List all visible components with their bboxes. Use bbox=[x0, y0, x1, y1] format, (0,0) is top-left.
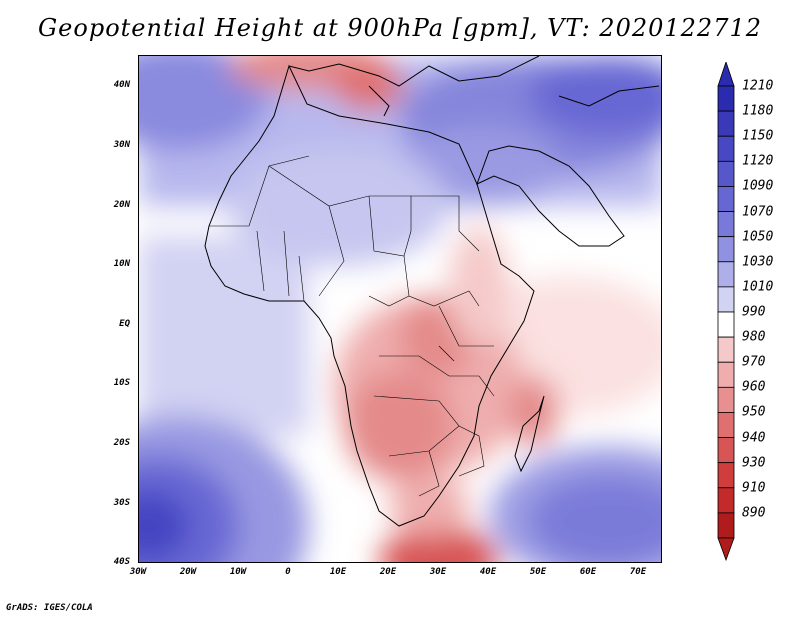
colorbar-label: 1050 bbox=[742, 229, 774, 245]
colorbar-label: 1090 bbox=[742, 178, 774, 194]
lon-label: 70E bbox=[629, 567, 647, 577]
lon-label: 20W bbox=[179, 567, 197, 577]
height-field bbox=[139, 56, 661, 562]
colorbar-label: 1120 bbox=[742, 153, 774, 169]
colorbar-swatch bbox=[717, 311, 735, 338]
chart-title: Geopotential Height at 900hPa [gpm], VT:… bbox=[38, 14, 762, 42]
map-svg bbox=[139, 56, 661, 562]
colorbar-swatch bbox=[717, 286, 735, 313]
lon-label: 0 bbox=[285, 567, 291, 577]
colorbar-swatch bbox=[717, 236, 735, 263]
colorbar-label: 1210 bbox=[742, 78, 774, 94]
colorbar-label: 990 bbox=[742, 304, 766, 320]
colorbar-swatch bbox=[717, 336, 735, 363]
colorbar-swatch bbox=[717, 160, 735, 187]
lon-label: 30E bbox=[429, 567, 447, 577]
lon-label: 30W bbox=[129, 567, 147, 577]
colorbar-label: 970 bbox=[742, 354, 766, 370]
colorbar-swatch bbox=[717, 462, 735, 489]
lat-label: 40N bbox=[113, 80, 130, 90]
colorbar-label: 1030 bbox=[742, 254, 774, 270]
lon-label: 20E bbox=[379, 567, 397, 577]
lat-label: EQ bbox=[119, 319, 130, 329]
lat-label: 30N bbox=[113, 140, 130, 150]
colorbar-label: 910 bbox=[742, 480, 766, 496]
lon-label: 50E bbox=[529, 567, 547, 577]
lon-label: 60E bbox=[579, 567, 597, 577]
colorbar-label: 1180 bbox=[742, 103, 774, 119]
colorbar-label: 950 bbox=[742, 404, 766, 420]
colorbar-label: 960 bbox=[742, 379, 766, 395]
lat-label: 10S bbox=[113, 378, 130, 388]
colorbar-swatch bbox=[717, 135, 735, 162]
colorbar-label: 930 bbox=[742, 455, 766, 471]
colorbar-swatch bbox=[717, 437, 735, 464]
colorbar-top-arrow bbox=[717, 62, 735, 87]
lon-label: 10W bbox=[229, 567, 247, 577]
colorbar-swatch bbox=[717, 211, 735, 238]
colorbar-swatch bbox=[717, 110, 735, 137]
colorbar-swatch bbox=[717, 261, 735, 288]
colorbar-bottom-arrow bbox=[717, 537, 735, 562]
colorbar-label: 940 bbox=[742, 430, 766, 446]
colorbar-label: 1070 bbox=[742, 204, 774, 220]
lon-label: 10E bbox=[329, 567, 347, 577]
lat-label: 20N bbox=[113, 200, 130, 210]
lon-label: 40E bbox=[479, 567, 497, 577]
colorbar-swatch bbox=[717, 512, 735, 539]
map-panel bbox=[138, 55, 662, 563]
colorbar-label: 1150 bbox=[742, 128, 774, 144]
lat-label: 40S bbox=[113, 557, 130, 567]
colorbar-swatch bbox=[717, 186, 735, 212]
colorbar-label: 980 bbox=[742, 329, 766, 345]
colorbar-label: 1010 bbox=[742, 279, 774, 295]
colorbar-swatch bbox=[717, 85, 735, 112]
country-borders bbox=[209, 155, 495, 497]
colorbar-swatch bbox=[717, 386, 735, 413]
colorbar bbox=[717, 62, 735, 562]
lat-label: 10N bbox=[113, 259, 130, 269]
colorbar-swatch bbox=[717, 487, 735, 514]
colorbar-swatch bbox=[717, 361, 735, 388]
colorbar-label: 890 bbox=[742, 505, 766, 521]
colorbar-swatch bbox=[717, 412, 735, 438]
lat-label: 30S bbox=[113, 498, 130, 508]
lat-label: 20S bbox=[113, 438, 130, 448]
coastlines bbox=[204, 56, 660, 527]
credit-text: GrADS: IGES/COLA bbox=[6, 603, 93, 613]
